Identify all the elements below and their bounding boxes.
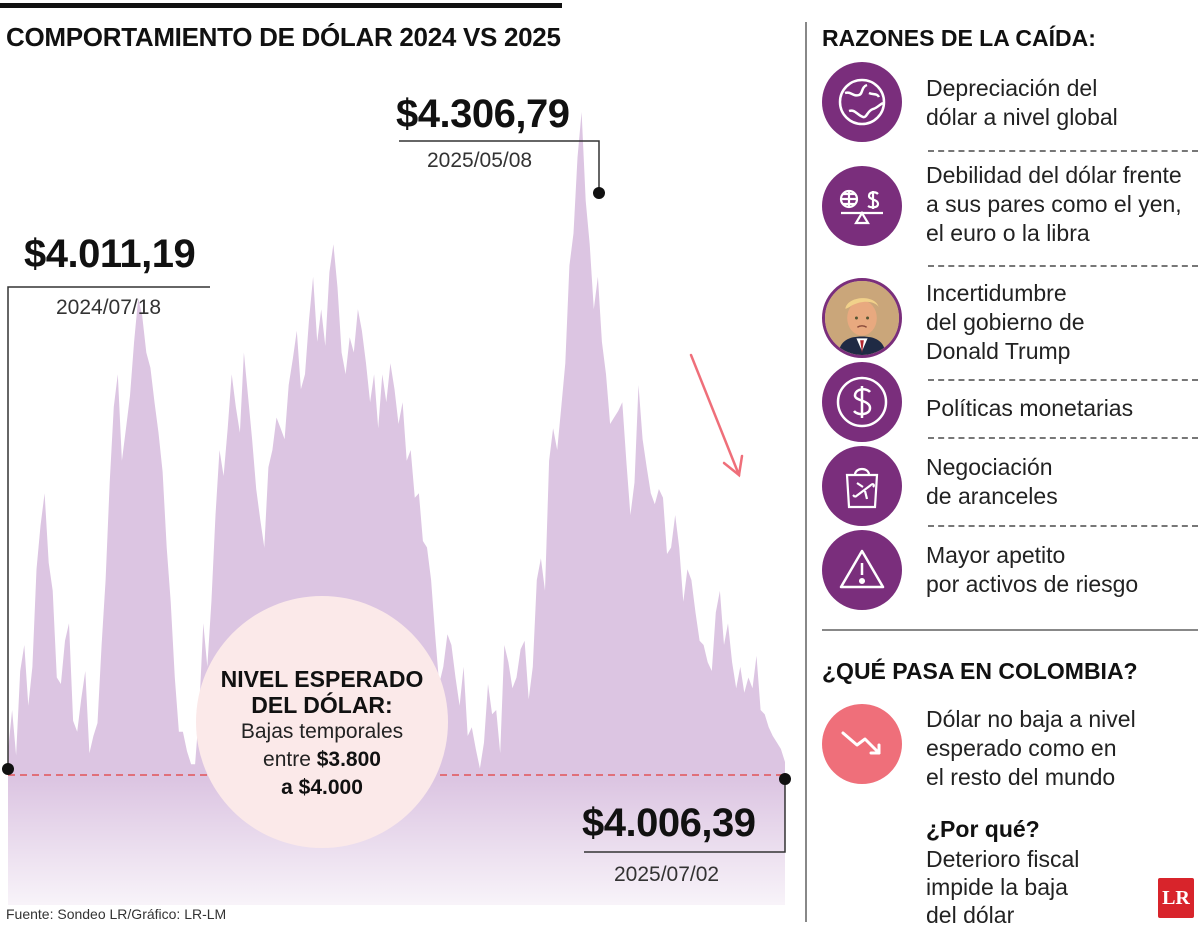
bubble-line-2: entre $3.800 [196, 746, 448, 774]
reason-line: del gobierno de [926, 309, 1085, 335]
callout-start-date: 2024/07/18 [56, 296, 162, 319]
shopping-bag-plane-icon [822, 446, 902, 526]
leader-end [584, 779, 786, 853]
why-line: del dólar [926, 902, 1015, 928]
colombia-text: Dólar no baja a nivel esperado como en e… [926, 705, 1136, 792]
reason-line: Políticas monetarias [926, 395, 1134, 421]
scale-icon [822, 166, 902, 246]
globe-icon [822, 62, 902, 142]
reason-text-pairs: Debilidad del dólar frente a sus pares c… [926, 161, 1182, 248]
reason-separator [928, 437, 1198, 439]
reason-line: dólar a nivel global [926, 104, 1118, 130]
why-heading: ¿Por qué? [926, 816, 1040, 842]
reason-text-monetary: Políticas monetarias [926, 394, 1133, 423]
colombia-line: Dólar no baja a nivel [926, 706, 1136, 732]
why-line: Deterioro fiscal [926, 846, 1080, 872]
colombia-line: esperado como en [926, 735, 1117, 761]
page-title: COMPORTAMIENTO DE DÓLAR 2024 VS 2025 [6, 22, 561, 52]
reason-text-tariffs: Negociación de aranceles [926, 453, 1058, 511]
reason-item-tariffs: Negociación de aranceles [822, 446, 1198, 526]
bubble-between: entre [263, 748, 311, 771]
reason-line: de aranceles [926, 483, 1058, 509]
source-note: Fuente: Sondeo LR/Gráfico: LR-LM [6, 906, 227, 922]
decline-arrow [689, 353, 744, 478]
reason-line: Donald Trump [926, 338, 1071, 364]
reasons-title: RAZONES DE LA CAÍDA: [822, 25, 1096, 51]
why-text: Deterioro fiscal impide la baja del dóla… [926, 845, 1079, 929]
reason-separator [928, 525, 1198, 527]
leader-start [7, 286, 210, 769]
why-line: impide la baja [926, 874, 1068, 900]
marker-end [779, 773, 791, 785]
reason-item-pairs: Debilidad del dólar frente a sus pares c… [822, 160, 1198, 260]
top-rule [0, 3, 562, 8]
reason-text-trump: Incertidumbre del gobierno de Donald Tru… [926, 279, 1085, 366]
colombia-line: el resto del mundo [926, 764, 1116, 790]
reason-separator [928, 265, 1198, 267]
reason-line: Depreciación del [926, 75, 1098, 101]
lr-logo: LR [1158, 878, 1194, 918]
callout-peak-date: 2025/05/08 [427, 149, 533, 172]
dollar-coin-icon [822, 362, 902, 442]
trend-down-icon [822, 704, 902, 784]
reason-separator [928, 150, 1198, 152]
marker-peak [593, 187, 605, 199]
bubble-line-1: Bajas temporales [240, 720, 404, 743]
colombia-title: ¿QUÉ PASA EN COLOMBIA? [822, 658, 1138, 684]
reason-item-global: Depreciación del dólar a nivel global [822, 60, 1198, 150]
leader-peak [399, 140, 600, 193]
bubble-high: a $4.000 [281, 776, 363, 799]
reason-line: por activos de riesgo [926, 571, 1139, 597]
callout-peak-value: $4.306,79 [396, 92, 570, 136]
bubble-low: $3.800 [316, 748, 381, 771]
reason-line: Mayor apetito [926, 542, 1066, 568]
bubble-title-2: DEL DÓLAR: [251, 692, 393, 718]
reason-text-global: Depreciación del dólar a nivel global [926, 74, 1118, 132]
reason-item-monetary: Políticas monetarias [822, 362, 1198, 442]
reason-line: Incertidumbre [926, 280, 1067, 306]
bubble-line-3: a $4.000 [196, 774, 448, 802]
section-rule [822, 629, 1198, 631]
warning-icon [822, 530, 902, 610]
reason-line: el euro o la libra [926, 220, 1090, 246]
portrait-icon [822, 278, 902, 358]
reason-separator [928, 379, 1198, 381]
expected-level-bubble: NIVEL ESPERADO DEL DÓLAR: Bajas temporal… [196, 596, 448, 848]
callout-start-value: $4.011,19 [24, 232, 196, 276]
reason-item-trump: Incertidumbre del gobierno de Donald Tru… [822, 278, 1198, 368]
bubble-title-1: NIVEL ESPERADO [220, 666, 424, 692]
reason-line: Debilidad del dólar frente [926, 162, 1182, 188]
column-divider [805, 22, 807, 922]
reason-line: Negociación [926, 454, 1053, 480]
callout-end-date: 2025/07/02 [614, 863, 720, 886]
marker-start [2, 763, 14, 775]
callout-end-value: $4.006,39 [582, 801, 756, 845]
reason-line: a sus pares como el yen, [926, 191, 1182, 217]
reason-text-risk: Mayor apetito por activos de riesgo [926, 541, 1138, 599]
reason-item-risk: Mayor apetito por activos de riesgo [822, 530, 1198, 610]
